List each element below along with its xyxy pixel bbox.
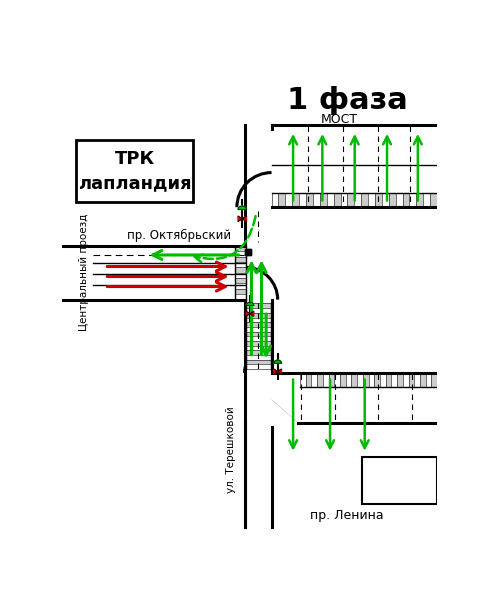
Text: МОСТ: МОСТ <box>321 112 358 126</box>
Polygon shape <box>246 311 250 316</box>
Bar <box>403 193 410 207</box>
Bar <box>299 193 306 207</box>
Bar <box>272 193 279 207</box>
Bar <box>235 246 246 251</box>
Bar <box>246 364 271 369</box>
Bar <box>386 373 392 387</box>
Bar <box>420 373 426 387</box>
Bar <box>355 193 361 207</box>
Bar <box>246 350 271 355</box>
Bar <box>246 313 271 318</box>
Bar <box>392 373 397 387</box>
Bar <box>361 193 368 207</box>
Bar <box>352 373 357 387</box>
Bar <box>416 193 423 207</box>
Bar <box>363 373 369 387</box>
Bar <box>317 373 323 387</box>
Bar <box>235 268 246 272</box>
Bar <box>246 303 271 308</box>
Bar <box>396 193 403 207</box>
Bar <box>235 278 246 283</box>
Polygon shape <box>274 369 278 374</box>
Bar <box>329 373 334 387</box>
Bar <box>346 373 352 387</box>
Bar <box>246 359 271 364</box>
Bar <box>300 373 306 387</box>
Polygon shape <box>246 302 254 306</box>
Bar <box>246 355 271 359</box>
Bar <box>246 332 271 336</box>
Bar <box>403 373 409 387</box>
Bar <box>320 193 327 207</box>
Bar <box>312 373 317 387</box>
Bar <box>246 322 271 327</box>
Polygon shape <box>278 369 281 374</box>
Bar <box>235 294 246 300</box>
Bar <box>279 193 285 207</box>
Bar <box>235 289 246 294</box>
Bar <box>368 193 375 207</box>
Bar <box>327 193 334 207</box>
Bar <box>340 373 346 387</box>
Bar <box>340 193 347 207</box>
Polygon shape <box>238 216 242 222</box>
Bar <box>313 193 320 207</box>
Bar <box>347 193 355 207</box>
Bar <box>246 341 271 345</box>
Text: пр. Ленина: пр. Ленина <box>310 509 384 522</box>
Bar <box>389 193 396 207</box>
Text: 1 фаза: 1 фаза <box>287 86 407 115</box>
Text: Центральный проезд: Центральный проезд <box>79 214 89 332</box>
Bar <box>306 193 313 207</box>
Bar <box>426 373 431 387</box>
Bar <box>76 140 193 202</box>
Bar <box>397 373 403 387</box>
Bar <box>246 308 271 313</box>
Bar <box>246 345 271 350</box>
Bar <box>334 193 340 207</box>
Bar <box>235 257 246 262</box>
Bar <box>235 283 246 289</box>
Bar <box>246 327 271 332</box>
Text: ул. Терешковой: ул. Терешковой <box>226 406 237 493</box>
Bar <box>414 373 420 387</box>
Bar <box>246 318 271 322</box>
Bar <box>306 373 312 387</box>
Polygon shape <box>274 360 281 363</box>
Bar <box>375 373 380 387</box>
Bar <box>357 373 363 387</box>
Bar <box>431 373 437 387</box>
Bar <box>235 251 246 257</box>
Bar <box>375 193 382 207</box>
Bar <box>334 373 340 387</box>
Bar <box>423 193 430 207</box>
Polygon shape <box>242 216 246 222</box>
Polygon shape <box>238 206 246 210</box>
Bar <box>362 457 437 504</box>
Bar <box>246 336 271 341</box>
Bar <box>292 193 299 207</box>
Bar <box>410 193 416 207</box>
Bar <box>235 262 246 268</box>
Bar <box>235 272 246 278</box>
Bar <box>380 373 386 387</box>
Bar <box>369 373 375 387</box>
Text: пр. Октябрьский: пр. Октябрьский <box>127 229 231 242</box>
Bar <box>409 373 414 387</box>
Bar <box>323 373 329 387</box>
Bar <box>382 193 389 207</box>
Text: ТРК
лапландия: ТРК лапландия <box>77 150 191 193</box>
Bar <box>285 193 292 207</box>
Bar <box>430 193 437 207</box>
Polygon shape <box>250 311 254 316</box>
